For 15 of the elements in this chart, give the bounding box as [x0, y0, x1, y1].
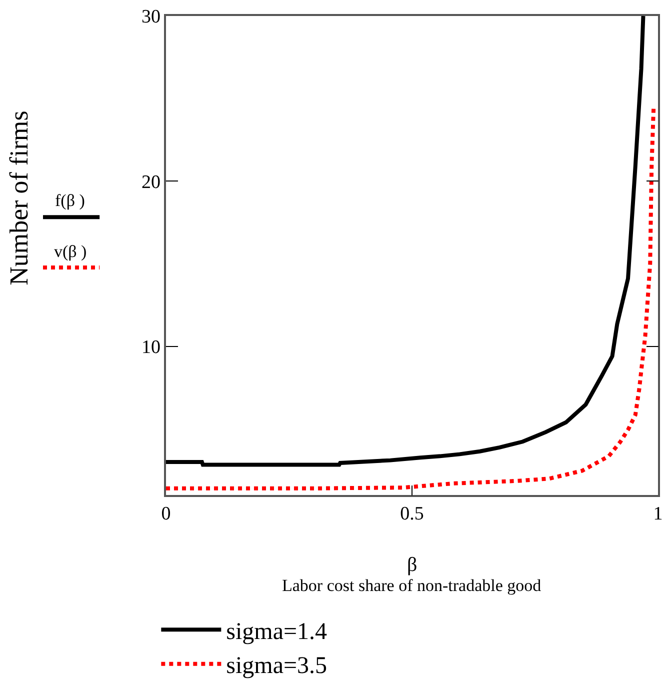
legend-label: sigma=1.4 — [226, 619, 328, 646]
line-series — [166, 106, 656, 490]
y-tick-label: 10 — [141, 336, 160, 358]
x-tick-label: 1 — [653, 504, 663, 525]
line-series — [166, 16, 646, 467]
text: Labor cost share of non-tradable good — [282, 576, 542, 595]
text: v(β ) — [54, 242, 87, 261]
y-axis-title: Number of firms — [4, 110, 34, 286]
x-tick-label: 0.5 — [400, 504, 424, 525]
y-tick-label: 30 — [141, 6, 160, 28]
x-tick-label: 0 — [161, 504, 171, 525]
text: f(β ) — [55, 191, 85, 210]
x-axis-title: β — [407, 554, 418, 576]
y-tick-label: 20 — [141, 172, 160, 193]
legend-label: sigma=3.5 — [226, 653, 328, 680]
